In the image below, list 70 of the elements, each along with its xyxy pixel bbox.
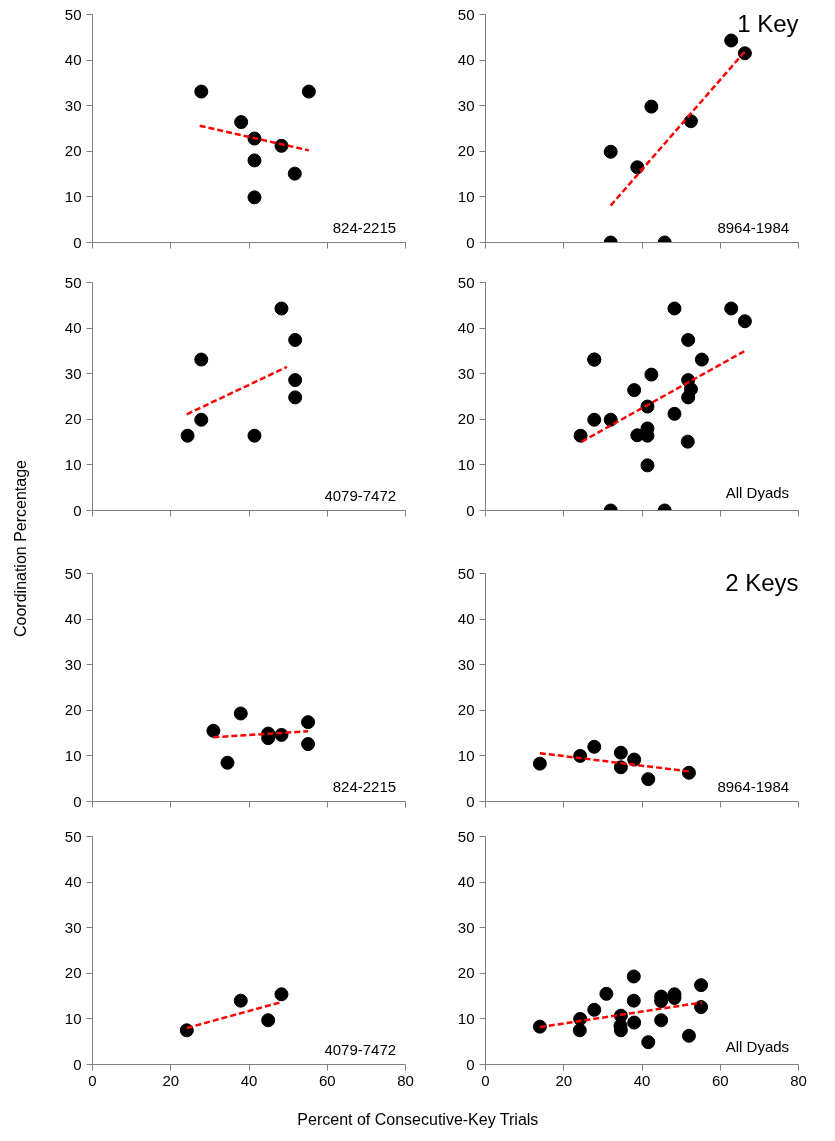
- y-tick-label: 30: [64, 364, 82, 382]
- y-tick-label: 30: [457, 918, 475, 936]
- y-tick-label: 30: [457, 96, 475, 114]
- y-tick-label: 50: [64, 273, 82, 291]
- y-tick-label: 50: [457, 564, 475, 582]
- y-tick-label: 0: [73, 792, 82, 810]
- y-tick-label: 40: [64, 873, 82, 891]
- y-tick-label: 10: [64, 746, 82, 764]
- y-tick-label: 20: [457, 142, 475, 160]
- y-tick-label: 10: [457, 1009, 475, 1027]
- y-tick-label: 40: [457, 873, 475, 891]
- x-tick-label: 40: [633, 1071, 651, 1089]
- annotation: All Dyads: [725, 484, 790, 502]
- y-tick-label: 0: [466, 233, 475, 251]
- y-tick-label: 50: [457, 827, 475, 845]
- y-tick-label: 20: [457, 964, 475, 982]
- annotation: 8964-1984: [717, 219, 790, 237]
- x-tick-label: 20: [162, 1071, 180, 1089]
- y-tick-label: 20: [64, 142, 82, 160]
- y-tick-label: 10: [64, 455, 82, 473]
- x-tick-label: 0: [88, 1071, 97, 1089]
- y-axis-title: Coordination Percentage: [12, 459, 29, 637]
- y-tick-label: 20: [457, 701, 475, 719]
- y-tick-label: 0: [73, 501, 82, 519]
- annotation: 4079-7472: [324, 1041, 397, 1059]
- y-tick-label: 40: [457, 319, 475, 337]
- y-tick-label: 30: [64, 96, 82, 114]
- y-tick-label: 50: [457, 273, 475, 291]
- y-tick-label: 10: [64, 187, 82, 205]
- y-tick-label: 20: [64, 410, 82, 428]
- y-tick-label: 40: [457, 51, 475, 69]
- y-tick-label: 40: [64, 319, 82, 337]
- y-tick-label: 30: [64, 918, 82, 936]
- y-tick-label: 50: [64, 827, 82, 845]
- x-tick-label: 20: [555, 1071, 573, 1089]
- y-tick-label: 0: [466, 792, 475, 810]
- y-tick-label: 30: [457, 655, 475, 673]
- x-tick-label: 80: [397, 1071, 414, 1089]
- y-tick-label: 30: [457, 364, 475, 382]
- y-tick-label: 30: [64, 655, 82, 673]
- y-tick-label: 40: [64, 51, 82, 69]
- y-tick-label: 0: [466, 501, 475, 519]
- y-tick-label: 50: [64, 5, 82, 23]
- y-tick-label: 10: [64, 1009, 82, 1027]
- chart-title: 2 Keys: [725, 568, 799, 596]
- y-tick-label: 10: [457, 187, 475, 205]
- y-tick-label: 10: [457, 455, 475, 473]
- y-tick-label: 0: [73, 1055, 82, 1073]
- y-tick-label: 10: [457, 746, 475, 764]
- y-tick-label: 20: [64, 964, 82, 982]
- y-tick-label: 40: [64, 610, 82, 628]
- x-tick-label: 80: [790, 1071, 807, 1089]
- x-tick-label: 60: [711, 1071, 729, 1089]
- annotation: 8964-1984: [717, 778, 790, 796]
- y-tick-label: 20: [64, 701, 82, 719]
- annotation: 4079-7472: [324, 487, 397, 505]
- annotation: All Dyads: [725, 1038, 790, 1056]
- x-tick-label: 40: [240, 1071, 258, 1089]
- y-tick-label: 0: [73, 233, 82, 251]
- x-axis-title: Percent of Consecutive-Key Trials: [297, 1111, 539, 1128]
- y-tick-label: 50: [64, 564, 82, 582]
- chart-title: 1 Key: [737, 9, 799, 37]
- y-tick-label: 20: [457, 410, 475, 428]
- x-tick-label: 0: [481, 1071, 490, 1089]
- y-tick-label: 0: [466, 1055, 475, 1073]
- x-tick-label: 60: [318, 1071, 336, 1089]
- y-tick-label: 50: [457, 5, 475, 23]
- annotation: 824-2215: [332, 778, 397, 796]
- annotation: 824-2215: [332, 219, 397, 237]
- y-tick-label: 40: [457, 610, 475, 628]
